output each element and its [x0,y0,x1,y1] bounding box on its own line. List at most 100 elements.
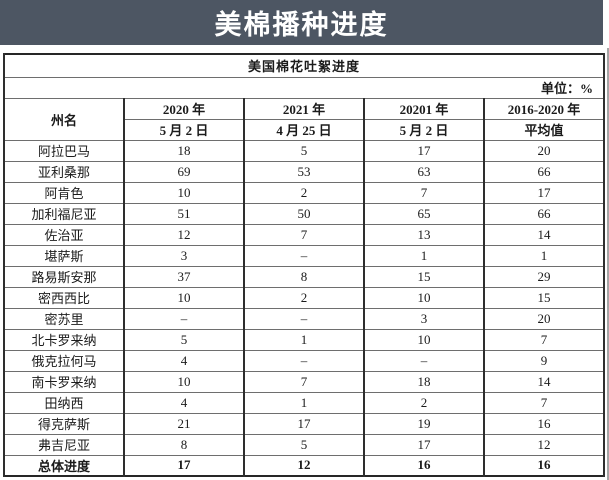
state-name-cell: 南卡罗来纳 [3,370,125,393]
value-cell: 7 [243,223,365,246]
state-column-header: 州名 [3,97,125,141]
value-cell: 16 [482,454,606,477]
value-cell: 10 [363,286,485,309]
value-cell: 2 [243,181,365,204]
value-cell: 3 [123,244,245,267]
table-row: 密苏里 – – 3 20 [3,307,606,330]
value-cell: – [243,307,365,330]
value-cell: 17 [363,139,485,162]
value-cell: – [363,349,485,372]
unit-row: 单位：% [2,76,606,99]
state-name-cell: 总体进度 [3,454,125,477]
value-cell: 7 [482,391,606,414]
value-cell: 3 [363,307,485,330]
value-cell: 14 [482,370,606,393]
value-cell: 20 [482,307,606,330]
year-range-header: 2016-2020 年 [482,97,606,120]
state-name-cell: 得克萨斯 [3,412,125,435]
table-row: 密西西比 10 2 10 15 [3,286,606,309]
value-cell: 18 [123,139,245,162]
value-cell: 7 [482,328,606,351]
banner-title: 美棉播种进度 [214,10,389,40]
value-cell: 1 [363,244,485,267]
value-cell: 5 [243,433,365,456]
table-row: 阿拉巴马 18 5 17 20 [3,139,606,162]
value-cell: 2 [243,286,365,309]
state-name-cell: 田纳西 [3,391,125,414]
table-row: 加利福尼亚 51 50 65 66 [3,202,606,225]
value-cell: 21 [123,412,245,435]
value-cell: – [243,349,365,372]
value-cell: 18 [363,370,485,393]
state-name-cell: 弗吉尼亚 [3,433,125,456]
value-cell: 65 [363,202,485,225]
table-body: 阿拉巴马 18 5 17 20 亚利桑那 69 53 63 66 阿肯色 10 … [3,139,606,477]
state-name-cell: 北卡罗来纳 [3,328,125,351]
table-row: 弗吉尼亚 8 5 17 12 [3,433,606,456]
date-col-2021: 4 月 25 日 [243,118,365,141]
state-name-cell: 俄克拉何马 [3,349,125,372]
value-cell: 16 [482,412,606,435]
table-row: 南卡罗来纳 10 7 18 14 [3,370,606,393]
state-name-cell: 加利福尼亚 [3,202,125,225]
value-cell: 5 [123,328,245,351]
value-cell: 12 [243,454,365,477]
value-cell: 1 [243,328,365,351]
year-header-row: 州名 2020 年 2021 年 20201 年 2016-2020 年 [3,97,606,141]
table-row: 得克萨斯 21 17 19 16 [3,412,606,435]
state-name-cell: 阿拉巴马 [3,139,125,162]
page-right-edge-line [607,48,609,480]
value-cell: 17 [123,454,245,477]
state-name-cell: 路易斯安那 [3,265,125,288]
table-row: 总体进度 17 12 16 16 [3,454,606,477]
value-cell: 14 [482,223,606,246]
value-cell: 37 [123,265,245,288]
value-cell: 10 [123,370,245,393]
value-cell: 15 [482,286,606,309]
state-name-cell: 密西西比 [3,286,125,309]
value-cell: 16 [363,454,485,477]
table-title: 美国棉花吐絮进度 [2,53,606,78]
value-cell: – [123,307,245,330]
table-container: 美国棉花吐絮进度 单位：% 州名 2020 年 2021 年 20201 年 2… [2,53,606,477]
year-2020-header: 2020 年 [123,97,245,120]
value-cell: 51 [123,202,245,225]
value-cell: 17 [482,181,606,204]
value-cell: 17 [243,412,365,435]
value-cell: 17 [363,433,485,456]
table-row: 阿肯色 10 2 7 17 [3,181,606,204]
value-cell: 66 [482,160,606,183]
table-row: 路易斯安那 37 8 15 29 [3,265,606,288]
value-cell: 9 [482,349,606,372]
value-cell: 7 [243,370,365,393]
table-title-row: 美国棉花吐絮进度 [2,53,606,78]
table-row: 亚利桑那 69 53 63 66 [3,160,606,183]
value-cell: 13 [363,223,485,246]
value-cell: 7 [363,181,485,204]
value-cell: 12 [482,433,606,456]
value-cell: 19 [363,412,485,435]
table-row: 佐治亚 12 7 13 14 [3,223,606,246]
year-2021-header: 2021 年 [243,97,365,120]
value-cell: 66 [482,202,606,225]
value-cell: 69 [123,160,245,183]
date-col-2020: 5 月 2 日 [123,118,245,141]
year-20201-header: 20201 年 [363,97,485,120]
value-cell: 1 [243,391,365,414]
progress-table: 美国棉花吐絮进度 单位：% 州名 2020 年 2021 年 20201 年 2… [2,53,606,477]
state-name-cell: 密苏里 [3,307,125,330]
value-cell: 15 [363,265,485,288]
value-cell: 53 [243,160,365,183]
banner: 美棉播种进度 [0,0,603,45]
value-cell: 4 [123,349,245,372]
value-cell: 10 [123,181,245,204]
state-name-cell: 阿肯色 [3,181,125,204]
state-name-cell: 堪萨斯 [3,244,125,267]
table-row: 堪萨斯 3 – 1 1 [3,244,606,267]
value-cell: 12 [123,223,245,246]
value-cell: 29 [482,265,606,288]
value-cell: 10 [363,328,485,351]
table-row: 北卡罗来纳 5 1 10 7 [3,328,606,351]
value-cell: 63 [363,160,485,183]
value-cell: 8 [123,433,245,456]
